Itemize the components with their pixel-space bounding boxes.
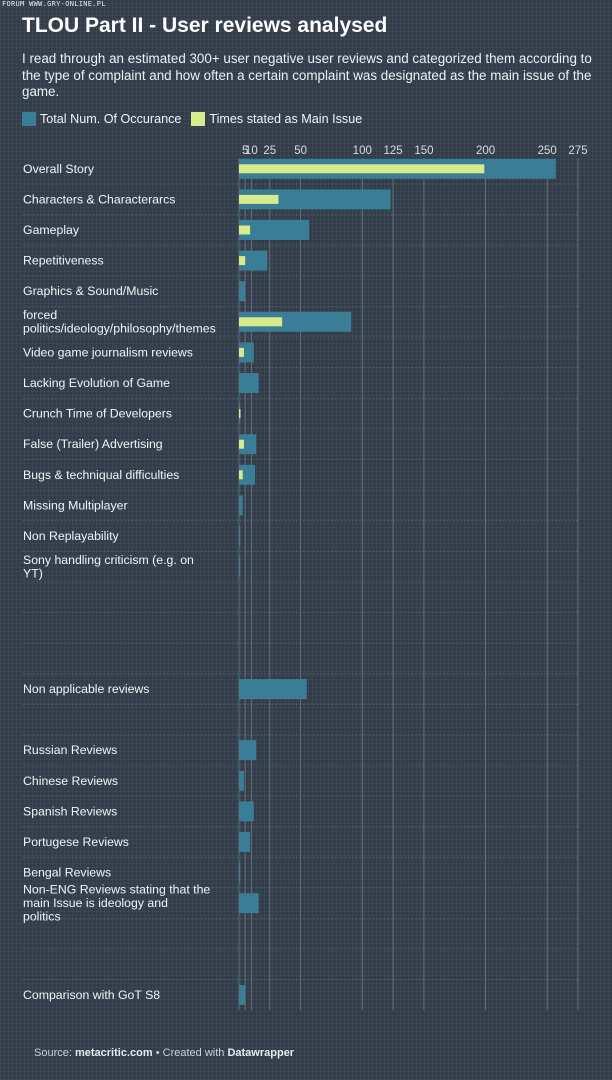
category-label: Comparison with GoT S8: [23, 988, 160, 1002]
category-label: False (Trailer) Advertising: [23, 437, 163, 451]
bar-total: [239, 893, 259, 914]
x-tick-label: 125: [383, 145, 402, 157]
bar-total: [239, 250, 268, 271]
category-label: Non Replayability: [23, 529, 120, 543]
bar-total: [239, 464, 256, 485]
x-tick-label: 200: [476, 145, 495, 157]
category-label: Bugs & techniqual difficulties: [23, 468, 179, 482]
bar-total: [239, 373, 259, 393]
bar-total: [239, 189, 391, 210]
footer: Source: metacritic.com • Created with Da…: [34, 1047, 294, 1059]
category-label: Sony handling criticism (e.g. on YT): [23, 553, 194, 581]
legend-item-main: Times stated as Main Issue: [191, 112, 362, 126]
chart-subtitle: I read through an estimated 300+ user ne…: [22, 51, 592, 99]
category-label: Overall Story: [23, 162, 95, 176]
source-name[interactable]: metacritic.com: [74, 1047, 153, 1059]
footer-separator: •: [155, 1047, 160, 1059]
x-tick-label: 100: [353, 145, 372, 157]
category-label: Video game journalism reviews: [23, 345, 193, 359]
bar-total: [239, 832, 251, 852]
tool-name[interactable]: Datawrapper: [227, 1047, 295, 1059]
bar-main-issue: [239, 164, 485, 174]
x-tick-label: 250: [538, 145, 557, 157]
bar-total: [239, 281, 246, 302]
x-tick-label: 50: [294, 145, 307, 157]
bar-main-issue: [239, 225, 251, 235]
legend-swatch-main: [191, 112, 206, 126]
legend: Total Num. Of Occurance Times stated as …: [22, 112, 372, 126]
category-label: Spanish Reviews: [23, 804, 117, 818]
category-label: Russian Reviews: [23, 743, 117, 757]
category-label: Lacking Evolution of Game: [23, 376, 170, 390]
bar-main-issue: [239, 347, 244, 357]
x-tick-label: 5: [242, 145, 248, 157]
x-tick-label: 10: [245, 145, 258, 157]
created-label: Created with: [162, 1047, 225, 1059]
bar-total: [239, 526, 241, 546]
category-label: Portugese Reviews: [23, 835, 129, 849]
category-label: Gameplay: [23, 223, 80, 237]
legend-label-main: Times stated as Main Issue: [209, 112, 363, 126]
source-label: Source:: [34, 1047, 72, 1059]
category-label: Graphics & Sound/Music: [23, 284, 158, 298]
legend-swatch-total: [22, 112, 36, 126]
bar-main-issue: [239, 470, 243, 480]
bar-main-issue: [239, 409, 241, 419]
bar-total: [239, 801, 254, 822]
watermark: FORUM WWW.GRY-ONLINE.PL: [2, 0, 106, 8]
category-label: Non applicable reviews: [23, 682, 149, 696]
bar-total: [239, 556, 241, 577]
bar-total: [239, 220, 310, 240]
bar-total: [239, 862, 241, 883]
category-label: Repetitiveness: [23, 254, 104, 268]
legend-item-total: Total Num. Of Occurance: [22, 112, 181, 126]
category-label: Crunch Time of Developers: [23, 407, 172, 421]
bar-total: [239, 342, 254, 363]
bar-total: [239, 770, 244, 791]
x-tick-label: 275: [568, 145, 587, 157]
bar-main-issue: [239, 256, 246, 266]
bar-main-issue: [239, 317, 283, 327]
legend-label-total: Total Num. Of Occurance: [40, 112, 182, 126]
bar-main-issue: [239, 439, 244, 449]
bar-total: [239, 679, 307, 699]
category-label: forced politics/ideology/philosophy/theme…: [23, 308, 216, 336]
bar-main-issue: [239, 194, 279, 204]
bar-total: [239, 495, 243, 516]
category-label: Characters & Characterarcs: [23, 192, 175, 206]
category-label: Non-ENG Reviews stating that the main Iss…: [23, 883, 210, 924]
x-tick-label: 150: [414, 145, 433, 157]
bar-total: [239, 740, 257, 761]
x-tick-label: 25: [263, 145, 276, 157]
category-label: Missing Multiplayer: [23, 498, 128, 512]
bar-total: [239, 434, 257, 455]
bar-total: [239, 985, 246, 1005]
bar-total: [239, 311, 352, 332]
category-label: Bengal Reviews: [23, 866, 111, 880]
category-label: Chinese Reviews: [23, 774, 118, 788]
chart-title: TLOU Part II - User reviews analysed: [22, 14, 388, 37]
